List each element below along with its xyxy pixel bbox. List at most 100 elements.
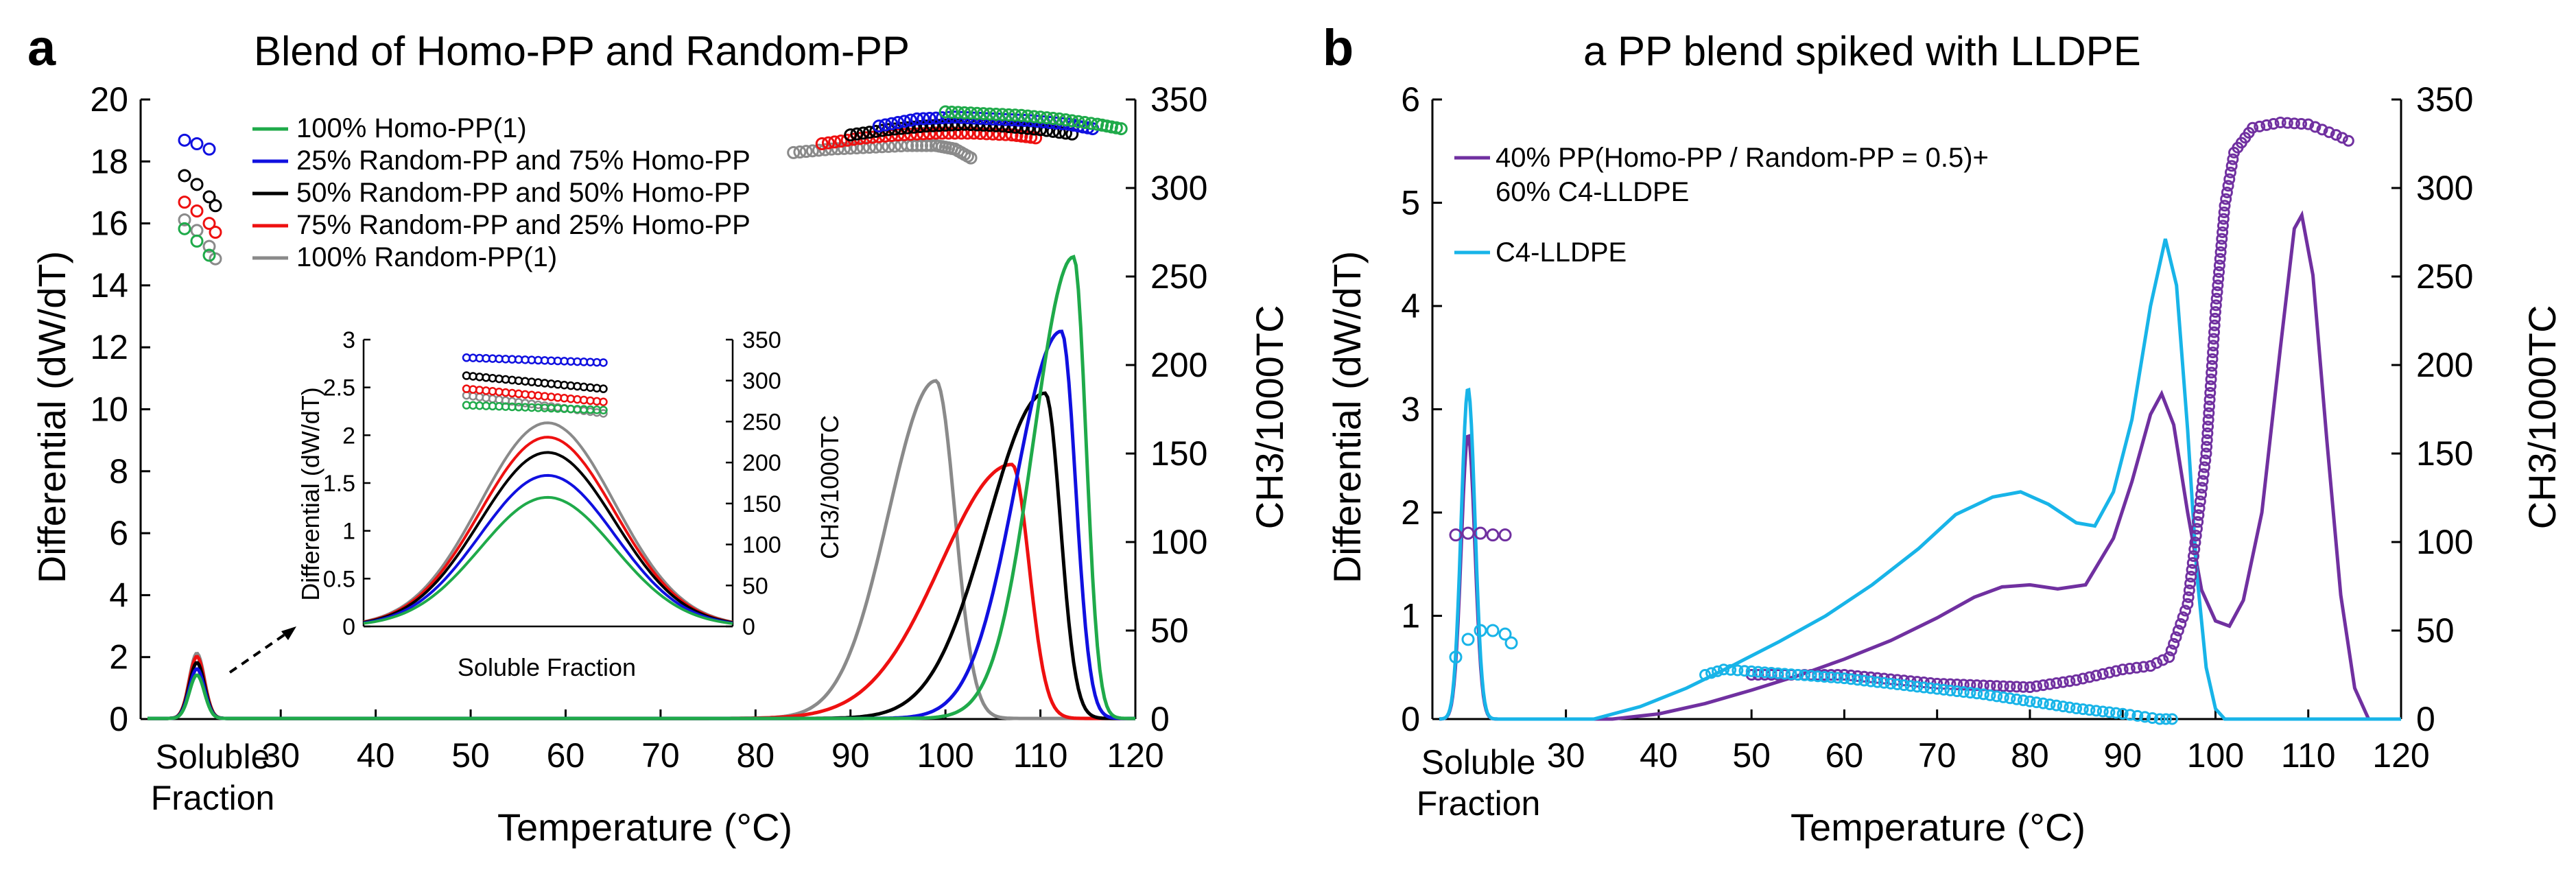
ch3-point-cyan bbox=[1898, 679, 1910, 692]
inset-y-right-tick-label: 250 bbox=[742, 409, 781, 435]
ch3-point-purple bbox=[2177, 611, 2189, 624]
ch3-point-black bbox=[945, 118, 958, 132]
ch3-point-cyan bbox=[2090, 705, 2103, 717]
ch3-point-cyan bbox=[2044, 698, 2056, 711]
y-left-tick-label: 1 bbox=[1401, 597, 1420, 635]
ch3-point-cyan bbox=[1725, 663, 1737, 676]
ch3-point-green bbox=[1109, 121, 1123, 134]
ch3-point-cyan bbox=[2083, 704, 2096, 716]
ch3-soluble-point-cyan bbox=[1498, 627, 1512, 641]
ch3-point-cyan bbox=[2139, 711, 2151, 723]
ch3-point-cyan bbox=[1917, 681, 1930, 694]
ch3-point-green bbox=[1015, 108, 1028, 122]
x-tick-label: 70 bbox=[1918, 736, 1957, 775]
ch3-point-purple bbox=[2302, 118, 2315, 130]
inset-y-left-label: Differential (dW/dT) bbox=[296, 387, 324, 600]
ch3-point-purple bbox=[2165, 644, 2177, 657]
legend-label: 25% Random-PP and 75% Homo-PP bbox=[296, 145, 751, 176]
ch3-point-purple bbox=[2212, 279, 2224, 292]
y-left-tick-label: 6 bbox=[109, 514, 128, 552]
inset-y-right-tick-label: 50 bbox=[742, 573, 768, 599]
y-left-tick-label: 4 bbox=[1401, 287, 1420, 325]
ch3-point-purple bbox=[1971, 679, 1983, 692]
inset-curve-black bbox=[363, 451, 733, 624]
ch3-point-cyan bbox=[1871, 676, 1884, 688]
ch3-point-purple bbox=[2011, 681, 2023, 693]
ch3-point-purple bbox=[2208, 326, 2221, 338]
y-left-tick-label: 14 bbox=[90, 266, 128, 305]
ch3-point-purple bbox=[2144, 660, 2157, 672]
ch3-soluble-point-blue bbox=[202, 142, 216, 156]
panel-a-letter: a bbox=[27, 19, 56, 76]
ch3-point-purple bbox=[2221, 186, 2233, 198]
inset-x-label: Soluble Fraction bbox=[458, 653, 636, 681]
ch3-point-cyan bbox=[2146, 712, 2158, 724]
ch3-point-black bbox=[913, 120, 927, 134]
ch3-point-purple bbox=[2192, 516, 2204, 528]
y-right-tick-label: 150 bbox=[2416, 434, 2473, 473]
ch3-point-cyan bbox=[1705, 667, 1718, 679]
ch3-point-green bbox=[970, 106, 984, 120]
ch3-point-cyan bbox=[1752, 666, 1764, 678]
ch3-soluble-point-black bbox=[209, 199, 222, 213]
ch3-point-cyan bbox=[1891, 679, 1904, 691]
ch3-point-purple bbox=[2206, 353, 2219, 365]
ch3-point-red bbox=[821, 136, 835, 150]
ch3-point-purple bbox=[2215, 239, 2228, 252]
ch3-point-purple bbox=[2202, 414, 2214, 426]
ch3-point-blue bbox=[910, 112, 924, 126]
ch3-point-black bbox=[862, 126, 876, 139]
ch3-point-purple bbox=[2179, 604, 2192, 617]
ch3-soluble-point-black bbox=[202, 190, 216, 204]
ch3-point-green bbox=[1034, 110, 1048, 124]
ch3-point-blue bbox=[878, 118, 892, 132]
ch3-point-purple bbox=[2182, 591, 2195, 603]
ch3-point-green bbox=[1096, 118, 1109, 132]
ch3-point-red bbox=[910, 127, 924, 141]
ch3-point-green bbox=[995, 108, 1009, 121]
x-tick-label: 30 bbox=[261, 736, 300, 775]
x-tick-label: 120 bbox=[1107, 736, 1163, 775]
ch3-point-purple bbox=[2183, 584, 2195, 596]
ch3-point-purple bbox=[2227, 153, 2239, 165]
ch3-point-purple bbox=[2210, 299, 2222, 311]
y-left-tick-label: 0 bbox=[109, 700, 128, 738]
ch3-point-purple bbox=[2323, 126, 2335, 139]
y-left-tick-label: 3 bbox=[1401, 390, 1420, 429]
ch3-point-purple bbox=[2201, 440, 2213, 453]
y-right-tick-label: 150 bbox=[1150, 434, 1207, 473]
ch3-soluble-point-purple bbox=[1486, 528, 1500, 542]
ch3-point-purple bbox=[2190, 523, 2203, 535]
ch3-point-purple bbox=[2184, 577, 2197, 589]
ch3-point-cyan bbox=[1812, 670, 1824, 683]
ch3-point-cyan bbox=[1825, 671, 1837, 683]
ch3-point-purple bbox=[2220, 193, 2232, 205]
y-left-tick-label: 20 bbox=[90, 80, 128, 119]
ch3-point-purple bbox=[2031, 680, 2043, 692]
inset-y-right-tick-label: 300 bbox=[742, 368, 781, 395]
panel-b-y-right-label: CH3/1000TC bbox=[2520, 305, 2564, 530]
ch3-soluble-point-green bbox=[178, 222, 191, 235]
ch3-point-cyan bbox=[1699, 669, 1712, 681]
y-right-tick-label: 300 bbox=[2416, 169, 2473, 207]
ch3-point-purple bbox=[2051, 677, 2063, 690]
ch3-point-purple bbox=[2207, 346, 2219, 359]
inset-curve-gray bbox=[363, 421, 733, 624]
y-left-tick-label: 6 bbox=[1401, 80, 1420, 119]
ch3-soluble-point-gray bbox=[202, 239, 216, 253]
ch3-point-red bbox=[917, 127, 930, 141]
x-tick-label: 110 bbox=[1013, 736, 1068, 775]
ch3-point-purple bbox=[2198, 461, 2210, 473]
legend-label: 100% Homo-PP(1) bbox=[296, 113, 527, 143]
inset-y-right-tick-label: 200 bbox=[742, 450, 781, 476]
y-left-tick-label: 8 bbox=[109, 452, 128, 491]
ch3-point-red bbox=[936, 126, 949, 140]
ch3-point-purple bbox=[2175, 618, 2187, 630]
ch3-point-purple bbox=[2281, 117, 2293, 129]
panel-a-soluble-label-line1: Soluble bbox=[156, 738, 270, 776]
inset-y-right-tick-label: 150 bbox=[742, 491, 781, 517]
inset-ch3-point-gray bbox=[599, 409, 608, 418]
panel-b: b a PP blend spiked with LLDPE 012345605… bbox=[1323, 19, 2564, 849]
